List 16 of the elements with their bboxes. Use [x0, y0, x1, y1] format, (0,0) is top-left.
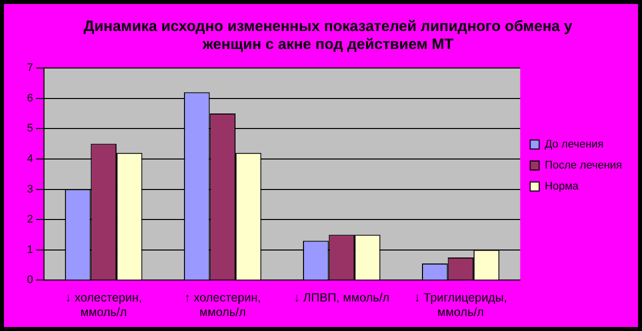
y-tick-label: 2: [26, 214, 34, 226]
y-tick-label: 6: [26, 92, 34, 104]
legend-label: После лечения: [544, 160, 622, 172]
x-tick-label: ↓ холестерин, ммоль/л: [65, 290, 142, 320]
legend-label: До лечения: [544, 138, 604, 151]
y-tick-label: 4: [26, 152, 34, 165]
y-tick-label: 5: [26, 122, 34, 135]
legend-label: Норма: [544, 180, 580, 193]
y-tick-label: 3: [26, 183, 34, 196]
y-tick-label: 1: [26, 244, 34, 256]
x-tick-label: ↓ Триглицериды, ммоль/л: [414, 290, 508, 320]
x-tick-label: ↓ ЛПВП, ммоль/л: [294, 290, 390, 305]
x-tick-label: ↑ холестерин, ммоль/л: [184, 290, 261, 320]
y-tick-label: 0: [26, 274, 34, 286]
chart-title: Динамика исходно измененных показателей липидного обмена у женщин с акне под действием МТ: [84, 18, 574, 54]
y-tick-label: 7: [26, 62, 34, 74]
